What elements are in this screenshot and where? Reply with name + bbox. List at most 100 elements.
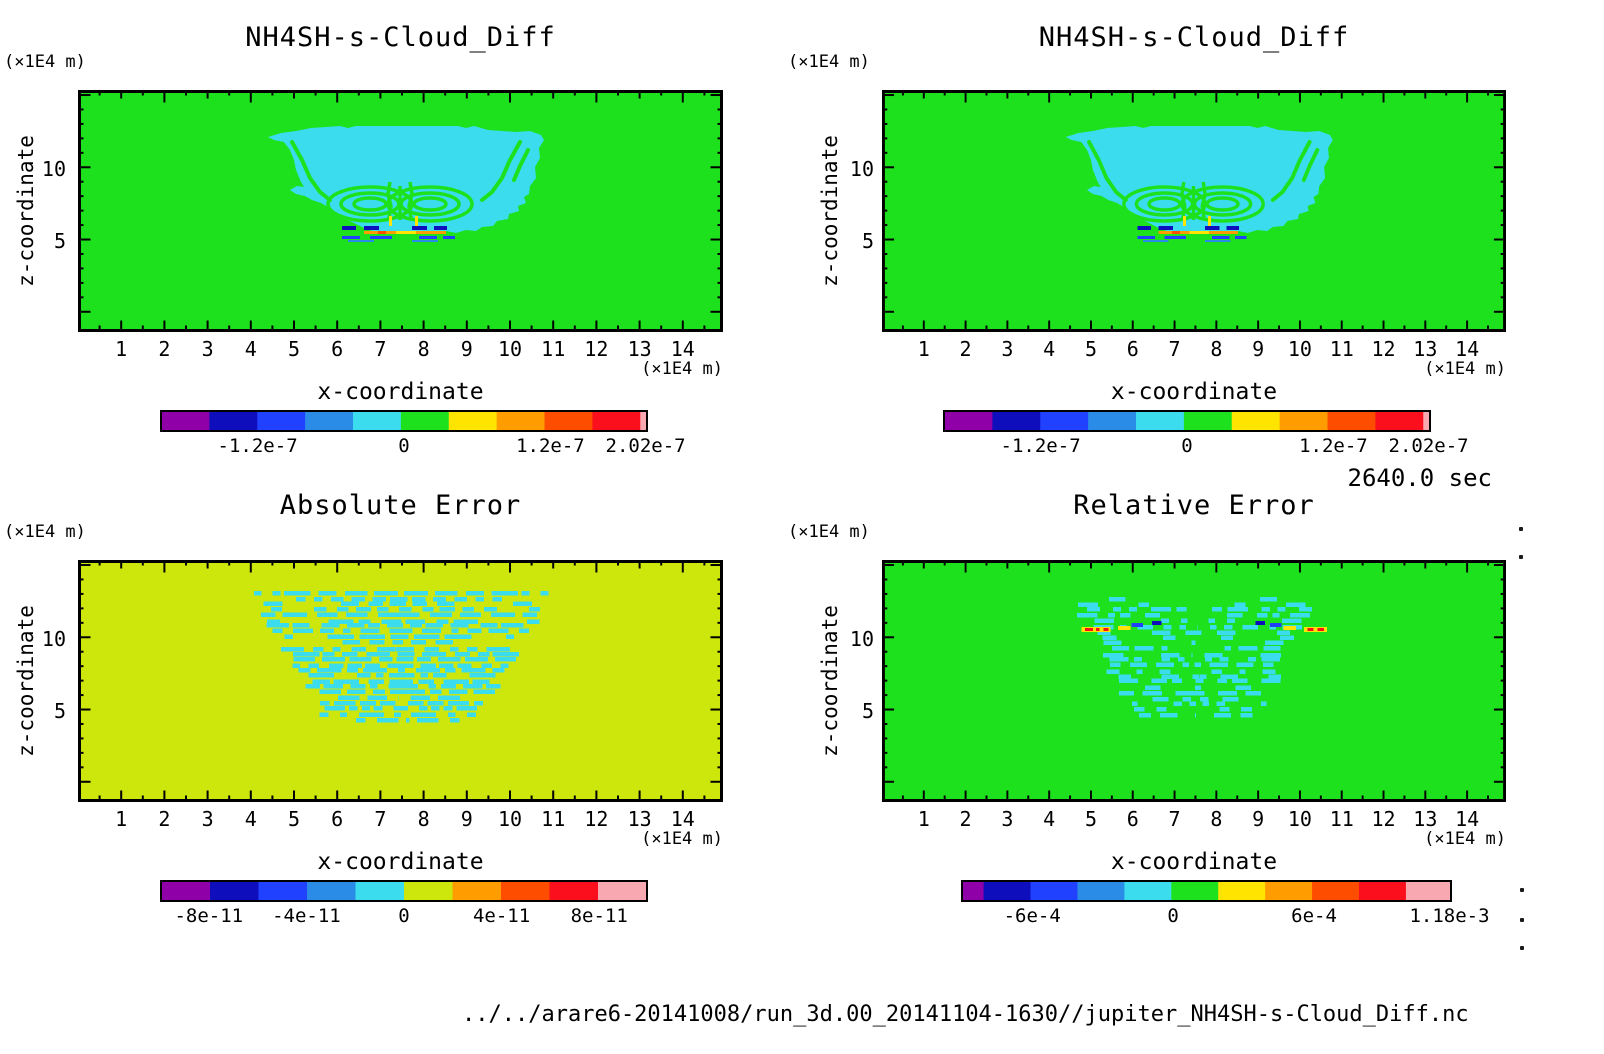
- colorbar-tick-label: 2.02e-7: [1388, 435, 1469, 457]
- x-tick-label: 3: [1001, 807, 1014, 831]
- x-tick-label: 10: [497, 807, 523, 831]
- x-axis-unit: (×1E4 m): [641, 829, 723, 849]
- y-tick-label: 5: [53, 699, 66, 723]
- x-tick-label: 6: [331, 807, 344, 831]
- panel-title: Absolute Error: [279, 490, 522, 521]
- x-tick-label: 7: [374, 807, 387, 831]
- x-tick-label: 8: [417, 807, 430, 831]
- x-tick-label: 14: [1455, 807, 1480, 831]
- y-tick-label: 5: [861, 699, 874, 723]
- x-tick-labels: 1 2 3 4 5 6 7 8 9 10 11 12 13 14: [78, 337, 723, 363]
- y-tick-label: 5: [861, 229, 874, 253]
- x-tick-label: 10: [497, 337, 523, 361]
- colorbar-tick-label: 0: [398, 435, 410, 457]
- heatmap-plot: [882, 90, 1506, 332]
- colorbar-tick-label: 0: [398, 905, 410, 927]
- heatmap-plot: [78, 560, 723, 802]
- x-tick-label: 6: [331, 337, 344, 361]
- colorbar-tick-label: 0: [1167, 905, 1179, 927]
- colorbar-labels: -1.2e-7 0 1.2e-7 2.02e-7: [160, 435, 686, 459]
- y-tick-label: 10: [849, 157, 874, 181]
- x-tick-label: 5: [1084, 807, 1097, 831]
- colorbar: [961, 880, 1452, 902]
- panel-title: Relative Error: [1073, 490, 1315, 521]
- heatmap-plot: [882, 560, 1506, 802]
- x-tick-label: 7: [1168, 337, 1181, 361]
- colorbar-labels: -8e-11 -4e-11 0 4e-11 8e-11: [160, 905, 648, 929]
- colorbar-tick-label: 0: [1181, 435, 1193, 457]
- x-tick-label: 9: [460, 337, 473, 361]
- colorbar-tick-label: 4e-11: [472, 905, 531, 927]
- x-tick-label: 11: [1329, 337, 1354, 361]
- x-tick-label: 4: [1043, 807, 1056, 831]
- x-tick-label: 12: [584, 337, 609, 361]
- x-tick-label: 14: [670, 807, 695, 831]
- colorbar-tick-label: 1.2e-7: [516, 435, 585, 457]
- x-tick-label: 14: [670, 337, 695, 361]
- colorbar-tick-label: 1.18e-3: [1409, 905, 1490, 927]
- x-tick-label: 9: [460, 807, 473, 831]
- x-tick-label: 1: [115, 807, 128, 831]
- x-axis-label: x-coordinate: [1110, 849, 1278, 875]
- x-tick-label: 7: [1168, 807, 1181, 831]
- colorbar: [943, 410, 1431, 432]
- x-tick-label: 5: [1084, 337, 1097, 361]
- y-tick-label: 10: [849, 627, 874, 651]
- x-tick-label: 3: [201, 807, 214, 831]
- x-tick-label: 6: [1126, 337, 1139, 361]
- x-tick-label: 12: [1371, 807, 1396, 831]
- x-axis-unit: (×1E4 m): [641, 359, 723, 379]
- x-tick-label: 3: [201, 337, 214, 361]
- x-axis-label: x-coordinate: [317, 849, 484, 875]
- heatmap-plot: [78, 90, 723, 332]
- x-tick-label: 1: [917, 807, 930, 831]
- colorbar: [160, 410, 648, 432]
- x-tick-label: 9: [1252, 337, 1265, 361]
- x-tick-label: 3: [1001, 337, 1014, 361]
- y-tick-label: 10: [41, 157, 66, 181]
- x-tick-labels: 1 2 3 4 5 6 7 8 9 10 11 12 13 14: [78, 807, 723, 833]
- x-tick-label: 2: [959, 807, 972, 831]
- colorbar-tick-label: -4e-11: [272, 905, 341, 927]
- y-axis-unit: (×1E4 m): [788, 522, 870, 542]
- x-tick-label: 4: [244, 337, 257, 361]
- x-tick-label: 8: [1210, 337, 1223, 361]
- colorbar: [160, 880, 648, 902]
- source-file-path-1: ../../arare6-20141008/run_3d.00_20141104…: [462, 1002, 1469, 1027]
- y-tick-label: 10: [41, 627, 66, 651]
- x-tick-label: 2: [959, 337, 972, 361]
- x-tick-label: 9: [1252, 807, 1265, 831]
- source-file-paths: ../../arare6-20141008/run_3d.00_20141104…: [462, 940, 1469, 1054]
- colorbar-tick-label: 1.2e-7: [1299, 435, 1368, 457]
- y-axis-unit: (×1E4 m): [4, 52, 86, 72]
- stray-mark: [1519, 527, 1523, 531]
- y-axis-unit: (×1E4 m): [4, 522, 86, 542]
- panel-title: NH4SH-s-Cloud_Diff: [245, 22, 556, 53]
- x-tick-label: 11: [1329, 807, 1354, 831]
- colorbar-tick-label: -1.2e-7: [1000, 435, 1081, 457]
- x-axis-unit: (×1E4 m): [1424, 829, 1506, 849]
- x-tick-label: 6: [1126, 807, 1139, 831]
- x-tick-label: 10: [1287, 337, 1312, 361]
- x-tick-label: 4: [1043, 337, 1056, 361]
- stray-mark: [1519, 555, 1523, 559]
- model-time-label: 2640.0 sec: [1347, 464, 1493, 492]
- x-tick-label: 11: [541, 807, 566, 831]
- panel-title: NH4SH-s-Cloud_Diff: [1038, 22, 1350, 53]
- x-tick-label: 4: [244, 807, 257, 831]
- x-axis-label: x-coordinate: [317, 379, 484, 405]
- x-tick-label: 13: [1413, 807, 1438, 831]
- colorbar-labels: -1.2e-7 0 1.2e-7 2.02e-7: [943, 435, 1469, 459]
- x-tick-label: 13: [627, 337, 652, 361]
- colorbar-tick-label: -8e-11: [174, 905, 244, 927]
- x-tick-label: 8: [417, 337, 430, 361]
- x-axis-unit: (×1E4 m): [1424, 359, 1506, 379]
- x-tick-label: 7: [374, 337, 387, 361]
- x-tick-label: 2: [158, 807, 171, 831]
- x-tick-label: 2: [158, 337, 171, 361]
- x-tick-label: 13: [627, 807, 652, 831]
- colorbar-tick-label: 2.02e-7: [605, 435, 686, 457]
- x-tick-label: 13: [1413, 337, 1438, 361]
- stray-mark: [1520, 946, 1524, 950]
